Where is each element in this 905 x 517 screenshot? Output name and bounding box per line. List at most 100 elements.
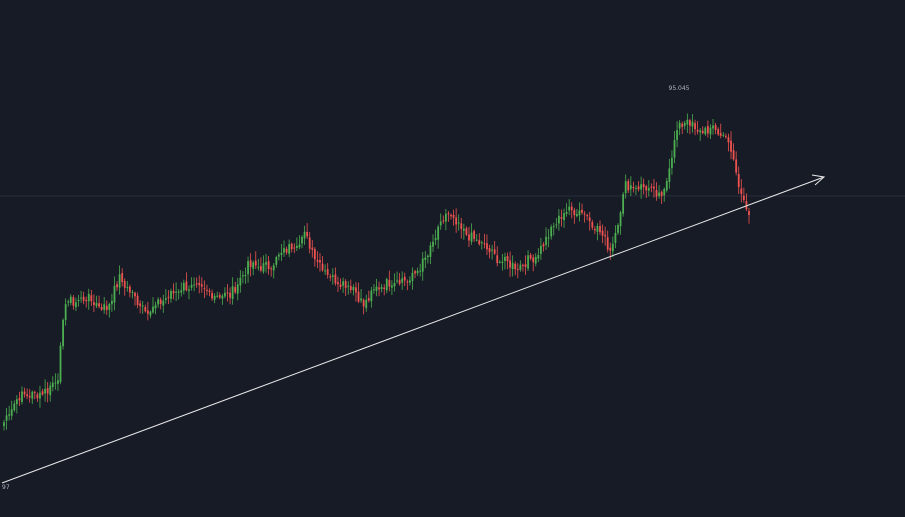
candle-body [593,228,596,231]
candle-body [360,298,362,301]
candle-body [537,254,540,259]
candle-body [637,186,640,190]
candle-body [599,225,601,233]
candle-body [704,127,707,135]
candle-body [550,226,553,237]
candle-body [640,184,643,190]
candle-body [455,217,458,225]
candle-body [218,295,221,298]
candle-body [375,286,378,291]
trendline[interactable] [1,176,825,484]
candle-body [647,188,650,191]
candle-body [15,399,18,405]
candle-body [208,290,211,293]
candle-body [221,295,224,299]
candle-body [321,263,324,271]
candle-body [712,125,714,129]
candle-body [121,272,124,282]
candle-body [259,266,262,271]
candle-body [362,299,365,307]
candle-body [465,228,468,235]
candle-body [128,286,131,293]
candle-body [113,285,116,303]
candle-body [555,224,558,226]
candle-body [678,122,681,129]
candle-body [424,257,427,261]
candle-body [429,245,432,257]
candle-body [632,186,635,189]
candle-body [735,159,738,173]
candle-body [177,291,180,293]
candle-body [393,282,396,287]
candle-body [391,285,393,288]
candle-body [504,256,506,261]
candle-body [36,394,39,399]
candle-body [534,256,537,264]
candle-body [326,269,329,275]
candle-body [722,134,725,136]
candle-body [486,243,488,250]
candle-body [293,247,296,249]
candle-body [105,305,108,310]
candle-body [182,282,185,291]
candle-body [285,248,288,253]
candle-body [480,242,483,244]
candle-body [450,214,452,217]
candle-body [609,247,612,251]
high-price-label: 95.045 [669,85,690,92]
candle-body [342,281,345,286]
candle-body [90,295,93,302]
candle-body [267,261,270,269]
candle-body [516,269,519,271]
candle-body [46,387,49,394]
candle-body [28,395,31,398]
candle-body [21,391,23,402]
candle-body [421,258,424,272]
candle-body [319,259,321,263]
candle-body [614,232,617,243]
candle-body [532,257,535,263]
candle-body [673,140,676,158]
candle-body [234,287,237,293]
candle-body [164,298,167,300]
candle-body [95,303,98,307]
candle-body [560,217,563,219]
candle-body [26,394,29,397]
candle-body [437,226,440,240]
candle-body [604,234,607,237]
candle-body [665,181,668,191]
candle-body [619,212,622,227]
candle-body [717,129,720,135]
candle-body [175,291,178,293]
candle-body [180,290,183,293]
candle-body [401,278,404,283]
candle-body [671,157,673,168]
candle-body [408,280,411,283]
candle-body [126,287,129,289]
trendline-arrowhead [811,174,826,186]
candle-body [5,415,8,421]
candle-body [316,260,319,262]
candle-body [514,263,517,270]
candle-body [601,230,604,236]
candle-body [468,234,470,241]
candle-body [645,186,648,191]
candle-body [689,120,691,126]
candle-body [123,280,126,288]
candle-body [683,122,686,126]
candle-body [524,264,527,267]
candle-body [642,183,645,188]
candle-body [529,254,532,259]
candle-body [331,275,334,277]
candle-body [249,260,252,267]
candle-body [306,231,309,237]
candle-body [116,284,118,288]
candle-body [308,237,311,249]
candle-body [406,281,409,283]
candle-body [157,299,160,305]
candle-body [655,190,658,197]
candle-body [635,187,637,189]
candle-body [85,299,88,302]
candle-body [475,239,478,241]
